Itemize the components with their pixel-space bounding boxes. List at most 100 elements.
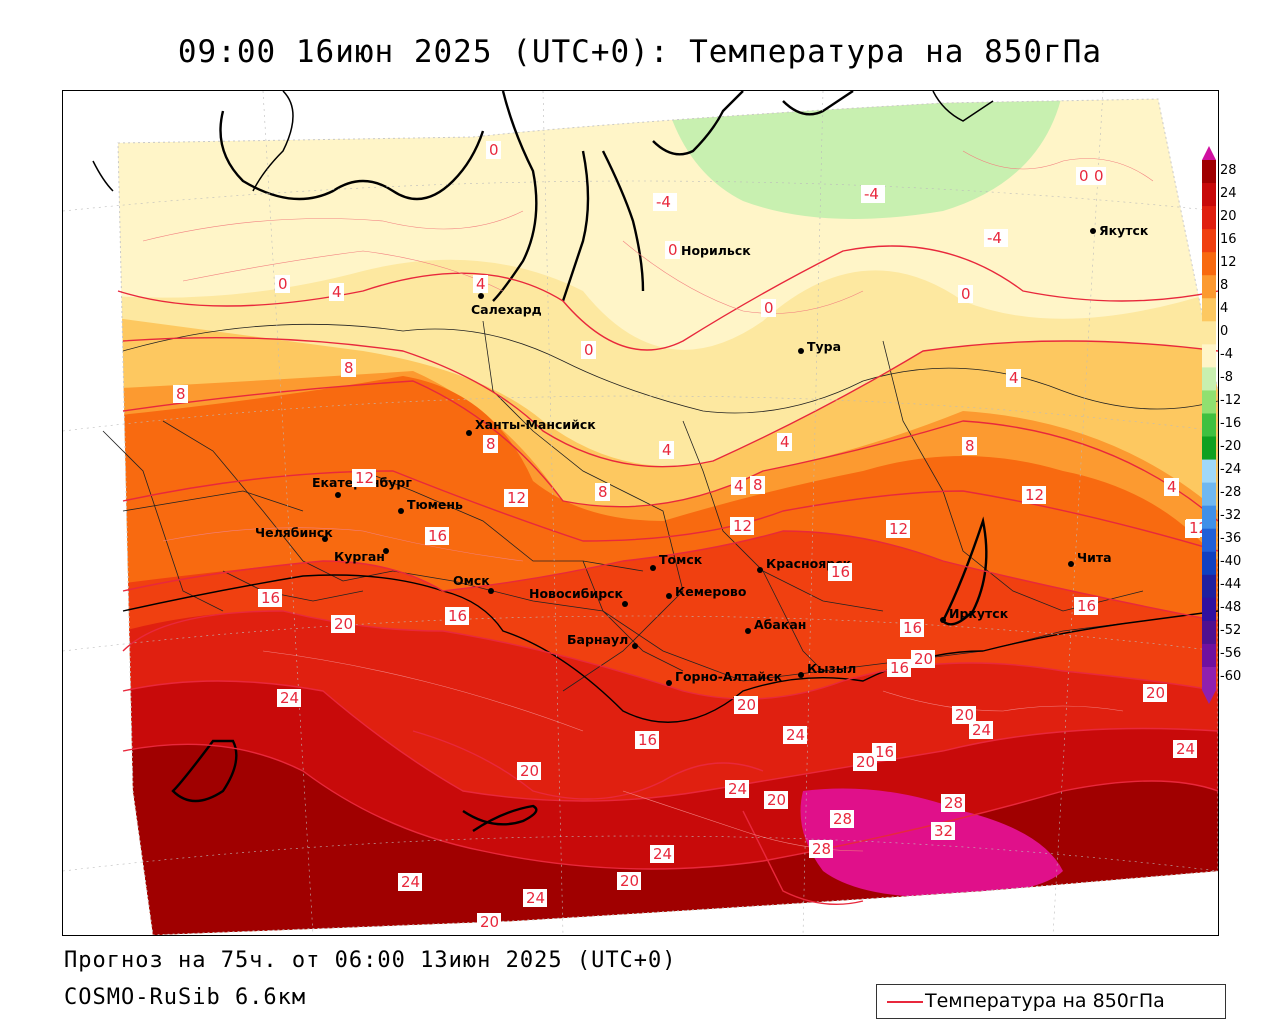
city-marker [666, 593, 672, 599]
contour-label-background [486, 141, 501, 159]
city-label: Кызыл [807, 661, 856, 676]
contour-label: 0 [668, 241, 678, 259]
colorbar-cell [1202, 367, 1216, 391]
city-marker [398, 508, 404, 514]
contour-label: 28 [944, 794, 963, 812]
contour-label: 8 [598, 483, 608, 501]
colorbar-tick-label: 12 [1220, 254, 1237, 270]
colorbar-cell [1202, 482, 1216, 507]
contour-label-background [1022, 486, 1046, 504]
contour-label: 24 [280, 689, 299, 707]
colorbar-cell [1202, 666, 1216, 690]
colorbar-cell [1202, 459, 1216, 484]
contour-label: 16 [1077, 597, 1096, 615]
contour-label: -4 [987, 229, 1002, 247]
contour-label-background [764, 791, 788, 809]
contour-label: 4 [1167, 478, 1177, 496]
city-label: Челябинск [255, 525, 333, 540]
contour-label: 4 [1009, 369, 1019, 387]
colorbar-cell [1202, 321, 1216, 345]
city-marker [1068, 561, 1074, 567]
contour-label: 24 [728, 780, 747, 798]
colorbar-cell [1202, 390, 1216, 414]
contour-label: 20 [480, 913, 499, 931]
city-label: Горно-Алтайск [675, 669, 783, 684]
colorbar-tick-label: -56 [1220, 646, 1242, 662]
contour-label: 20 [914, 650, 933, 668]
city-marker [488, 588, 494, 594]
colorbar-tick-label: -32 [1220, 508, 1242, 524]
contour-label-background [828, 563, 852, 581]
city-label: Салехард [471, 302, 542, 317]
colorbar-tick-label: -28 [1220, 485, 1242, 501]
city-label: Ханты-Мансийск [475, 417, 596, 432]
forecast-lead-text: Прогноз на 75ч. от 06:00 13июн 2025 (UTC… [64, 948, 677, 973]
colorbar-tick-label: -52 [1220, 623, 1242, 639]
contour-label: -4 [656, 193, 671, 211]
colorbar-tick-label: -20 [1220, 439, 1242, 455]
contour-label: 4 [662, 441, 672, 459]
contour-label-background [962, 437, 977, 455]
colorbar-tick-label: -60 [1220, 669, 1242, 685]
contour-label-background [761, 299, 776, 317]
contour-label: 8 [486, 435, 496, 453]
contour-label: 0 [584, 341, 594, 359]
contour-label-background [331, 615, 355, 633]
colorbar-cell [1202, 528, 1216, 553]
legend-line-swatch [887, 1001, 923, 1003]
colorbar-cell [1202, 183, 1216, 207]
contour-label-background [984, 229, 1008, 247]
city-label: Новосибирск [529, 586, 624, 601]
colorbar-cell [1202, 275, 1216, 299]
contour-label-background [483, 435, 498, 453]
city-label: Якутск [1099, 223, 1149, 238]
contour-label-background [398, 873, 422, 891]
contour-label-background [581, 341, 596, 359]
contour-label: 16 [638, 731, 657, 749]
contour-label-background [352, 469, 376, 487]
contour-label-background [1173, 740, 1197, 758]
model-name-text: COSMO-RuSib 6.6км [64, 985, 307, 1010]
contour-label-background [659, 441, 674, 459]
contour-label-background [1076, 167, 1091, 185]
contour-label: 12 [507, 489, 526, 507]
colorbar-cell [1202, 160, 1216, 184]
temperature-field: Норильск Якутск Салехард Тура Ханты-Мансийск… [63, 91, 1218, 935]
colorbar-tick-label: -44 [1220, 577, 1242, 593]
contour-label-background [731, 477, 746, 495]
contour-label: 0 [961, 285, 971, 303]
contour-label: 16 [903, 619, 922, 637]
contour-label-background [900, 619, 924, 637]
city-marker [650, 565, 656, 571]
contour-label-background [958, 285, 973, 303]
contour-label-background [329, 283, 344, 301]
colorbar-tick-label: -40 [1220, 554, 1242, 570]
contour-label: 16 [831, 563, 850, 581]
contour-label: 4 [476, 275, 486, 293]
contour-label: 16 [875, 743, 894, 761]
contour-label: 12 [1025, 486, 1044, 504]
contour-label: 4 [332, 283, 342, 301]
contour-label: 16 [261, 589, 280, 607]
contour-label-background [277, 689, 301, 707]
contour-label: 28 [812, 840, 831, 858]
legend: Температура на 850гПа [876, 984, 1226, 1019]
colorbar-bottom-arrow [1202, 690, 1216, 704]
colorbar-tick-label: -48 [1220, 600, 1242, 616]
city-label: Норильск [681, 243, 751, 258]
city-label: Чита [1077, 550, 1112, 565]
contour-label: 20 [1146, 684, 1165, 702]
contour-label-background [275, 275, 290, 293]
city-label: Абакан [754, 617, 806, 632]
city-label: Тура [807, 339, 841, 354]
city-marker [745, 628, 751, 634]
contour-label-background [341, 359, 356, 377]
contour-label-background [473, 275, 488, 293]
contour-label-background [504, 489, 528, 507]
colorbar-cell [1202, 229, 1216, 253]
contour-label-background [886, 520, 910, 538]
colorbar-cell [1202, 597, 1216, 622]
colorbar-cell [1202, 505, 1216, 530]
colorbar-cell [1202, 620, 1216, 645]
colorbar-tick-label: -24 [1220, 462, 1242, 478]
